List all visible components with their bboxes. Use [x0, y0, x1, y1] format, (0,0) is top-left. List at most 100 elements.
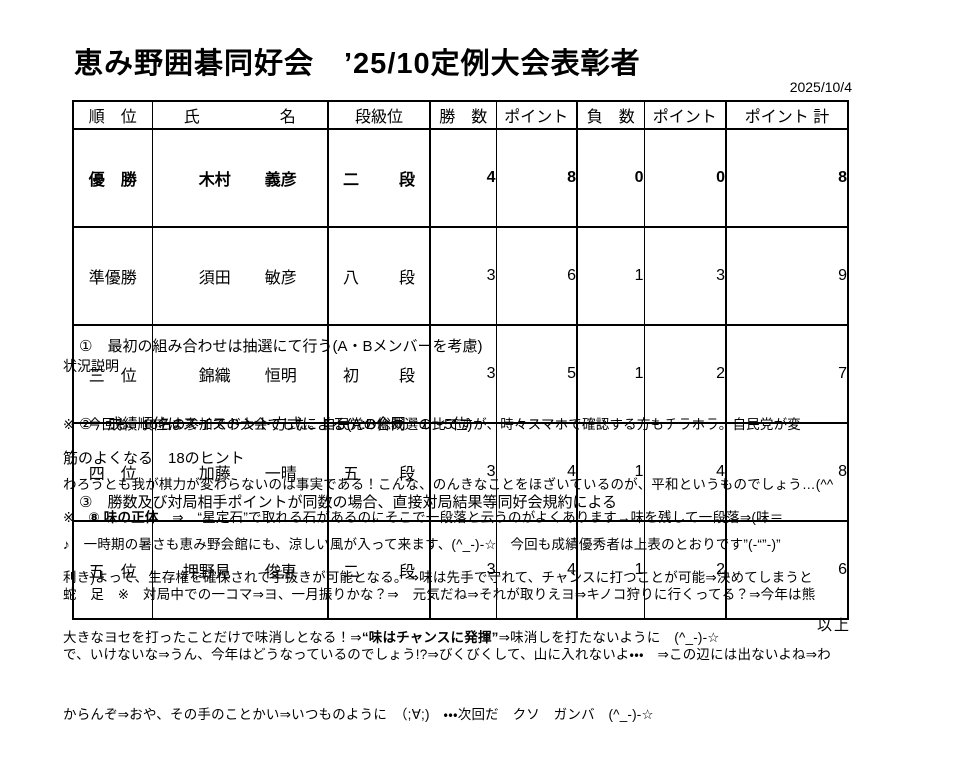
grade-value: 二 — [343, 172, 360, 189]
grade-suffix: 段 — [398, 368, 415, 385]
loss-points-cell: 2 — [643, 520, 727, 620]
win-points-cell: 4 — [495, 520, 578, 620]
aside-line-2: で、いけないな⇒うん、今年はどうなっているのでしょう!?⇒びくびくして、山に入れ… — [63, 647, 831, 662]
wins-cell: 3 — [429, 422, 497, 522]
situation-line-2: わろうとも我が棋力が変わらないのは事実である！こんな、のんきなことをほざいている… — [63, 477, 834, 492]
losses-cell: 0 — [576, 128, 645, 228]
first-name: 俊恵 — [264, 564, 297, 581]
table-header-row: 順 位 氏 名 段級位 勝 数 ポイント 負 数 ポイント ポイント 計 — [72, 100, 849, 130]
hints-paragraph: ※ ⑧ 味の正体 ⇒ “星定石”で取れる石があるのにそこで一段落と云うのがよくあ… — [63, 468, 813, 688]
hints-line-3: 大きなヨセを打ったことだけで味消しとなる！⇒“味はチャンスに発揮”⇒味消しを打た… — [63, 628, 813, 648]
grade-cell: 八段 — [327, 226, 431, 326]
grade-suffix: 段 — [398, 172, 415, 189]
situation-paragraph: ※ 今回も、15名の参加での大会でした。自民党の総裁選の比ですが、時々スマホで確… — [63, 375, 833, 595]
aside-line-3: からんぞ⇒おや、その手のことかい⇒いつものように （;∀;) ・・・次回だ クソ… — [63, 707, 654, 722]
grade-suffix: 段 — [398, 270, 415, 287]
last-name: 木村 — [198, 172, 231, 189]
page-title: 恵み野囲碁同好会 ’25/10定例大会表彰者 — [74, 48, 641, 80]
name-cell: 押野見 俊恵 — [151, 520, 329, 620]
rank-cell: 三 位 — [72, 324, 153, 424]
wins-cell: 3 — [429, 520, 497, 620]
rank-cell: 四 位 — [72, 422, 153, 522]
win-points-cell: 5 — [495, 324, 578, 424]
grade-suffix: 段 — [398, 564, 415, 581]
hints-line-3-pre: 大きなヨセを打ったことだけで味消しとなる！⇒ — [63, 630, 362, 645]
rank-cell: 五 位 — [72, 520, 153, 620]
rank-cell: 準優勝 — [72, 226, 153, 326]
results-table: 順 位 氏 名 段級位 勝 数 ポイント 負 数 ポイント ポイント 計 優 勝… — [72, 100, 849, 620]
losses-cell: 1 — [576, 324, 645, 424]
table-row-runner-up: 準優勝 須田 敏彦 八段 3 6 1 3 9 — [72, 226, 849, 326]
header-losses: 負 数 — [576, 100, 645, 130]
losses-cell: 1 — [576, 422, 645, 522]
wins-cell: 3 — [429, 226, 497, 326]
name-cell: 須田 敏彦 — [151, 226, 329, 326]
last-name: 加藤 — [198, 466, 231, 483]
document-date: 2025/10/4 — [789, 79, 852, 95]
first-name: 義彦 — [264, 172, 297, 189]
situation-section-label: 状況説明 — [63, 358, 119, 374]
grade-value: 五 — [343, 466, 360, 483]
header-total-points: ポイント 計 — [725, 100, 849, 130]
table-row-fourth: 四 位 加藤 一晴 五段 3 4 1 4 8 — [72, 422, 849, 522]
first-name: 敏彦 — [264, 270, 297, 287]
total-points-cell: 8 — [725, 422, 849, 522]
hints-line-2: 利き)よって、生存権を確保されて手抜きが可能となる。⇒味は先手で守れて、チャンス… — [63, 570, 813, 585]
grade-value: 二 — [343, 564, 360, 581]
last-name: 錦織 — [198, 368, 231, 385]
total-points-cell: 6 — [725, 520, 849, 620]
rule-note-2: ② 成績順位はスイスドント方式による(A:B合同 1～5位) — [79, 416, 473, 433]
total-points-cell: 7 — [725, 324, 849, 424]
loss-points-cell: 2 — [643, 324, 727, 424]
wins-cell: 3 — [429, 324, 497, 424]
last-name: 押野見 — [182, 564, 231, 581]
aside-line-1: 蛇 足 ※ 対局中での一コマ⇒ヨ、一月振りかな？⇒ 元気だね⇒それが取りえヨ⇒キ… — [63, 587, 816, 602]
name-cell: 加藤 一晴 — [151, 422, 329, 522]
grade-cell: 二段 — [327, 128, 431, 228]
header-grade: 段級位 — [327, 100, 431, 130]
win-points-cell: 8 — [495, 128, 578, 228]
header-wins: 勝 数 — [429, 100, 497, 130]
grade-value: 初 — [343, 368, 360, 385]
wins-cell: 4 — [429, 128, 497, 228]
losses-cell: 1 — [576, 520, 645, 620]
header-name: 氏 名 — [151, 100, 329, 130]
grade-cell: 初段 — [327, 324, 431, 424]
grade-suffix: 段 — [398, 466, 415, 483]
rank-cell: 優 勝 — [72, 128, 153, 228]
grade-value: 八 — [343, 270, 360, 287]
grade-cell: 二段 — [327, 520, 431, 620]
closing-text: 以上 — [817, 617, 852, 634]
hints-section-title: 筋のよくなる 18のヒント — [63, 450, 245, 467]
table-row-fifth: 五 位 押野見 俊恵 二段 3 4 1 2 6 — [72, 520, 849, 620]
loss-points-cell: 0 — [643, 128, 727, 228]
aside-paragraph: 蛇 足 ※ 対局中での一コマ⇒ヨ、一月振りかな？⇒ 元気だね⇒それが取りえヨ⇒キ… — [63, 545, 831, 765]
last-name: 須田 — [198, 270, 231, 287]
first-name: 恒明 — [264, 368, 297, 385]
first-name: 一晴 — [264, 466, 297, 483]
hints-line-1-keyword: ⑧ 味の正体 — [88, 510, 159, 525]
situation-line-1: ※ 今回も、15名の参加での大会でした。自民党の総裁選の比ですが、時々スマホで確… — [63, 417, 801, 432]
total-points-cell: 8 — [725, 128, 849, 228]
table-row-champion: 優 勝 木村 義彦 二段 4 8 0 0 8 — [72, 128, 849, 228]
hints-line-3-rest: ⇒味消しを打たないように (^_-)-☆ — [498, 630, 720, 645]
rules-notes: ① 最初の組み合わせは抽選にて行う(A・Bメンバーを考慮) ② 成績順位はスイス… — [79, 282, 617, 568]
hints-line-1: ※ ⑧ 味の正体 ⇒ “星定石”で取れる石があるのにそこで一段落と云うのがよくあ… — [63, 508, 813, 528]
win-points-cell: 6 — [495, 226, 578, 326]
name-cell: 木村 義彦 — [151, 128, 329, 228]
situation-line-3: ♪ 一時期の暑さも恵み野会館にも、涼しい風が入って来ます、(^_-)-☆ 今回も… — [63, 537, 781, 552]
total-points-cell: 9 — [725, 226, 849, 326]
losses-cell: 1 — [576, 226, 645, 326]
name-cell: 錦織 恒明 — [151, 324, 329, 424]
rule-note-1: ① 最初の組み合わせは抽選にて行う(A・Bメンバーを考慮) — [79, 338, 483, 355]
header-rank: 順 位 — [72, 100, 153, 130]
hints-line-3-keyword: “味はチャンスに発揮” — [361, 630, 499, 645]
rule-note-3: ③ 勝数及び対局相手ポイントが同数の場合、直接対局結果等同好会規約による — [79, 494, 618, 511]
hints-line-1-rest: ⇒ “星定石”で取れる石があるのにそこで一段落と云うのがよくあります→味を残して… — [158, 510, 784, 525]
hints-line-1-pre: ※ — [63, 510, 89, 525]
grade-cell: 五段 — [327, 422, 431, 522]
header-loss-points: ポイント — [643, 100, 727, 130]
loss-points-cell: 3 — [643, 226, 727, 326]
table-row-third: 三 位 錦織 恒明 初段 3 5 1 2 7 — [72, 324, 849, 424]
document-page: 恵み野囲碁同好会 ’25/10定例大会表彰者 2025/10/4 順 位 氏 名… — [63, 48, 852, 722]
